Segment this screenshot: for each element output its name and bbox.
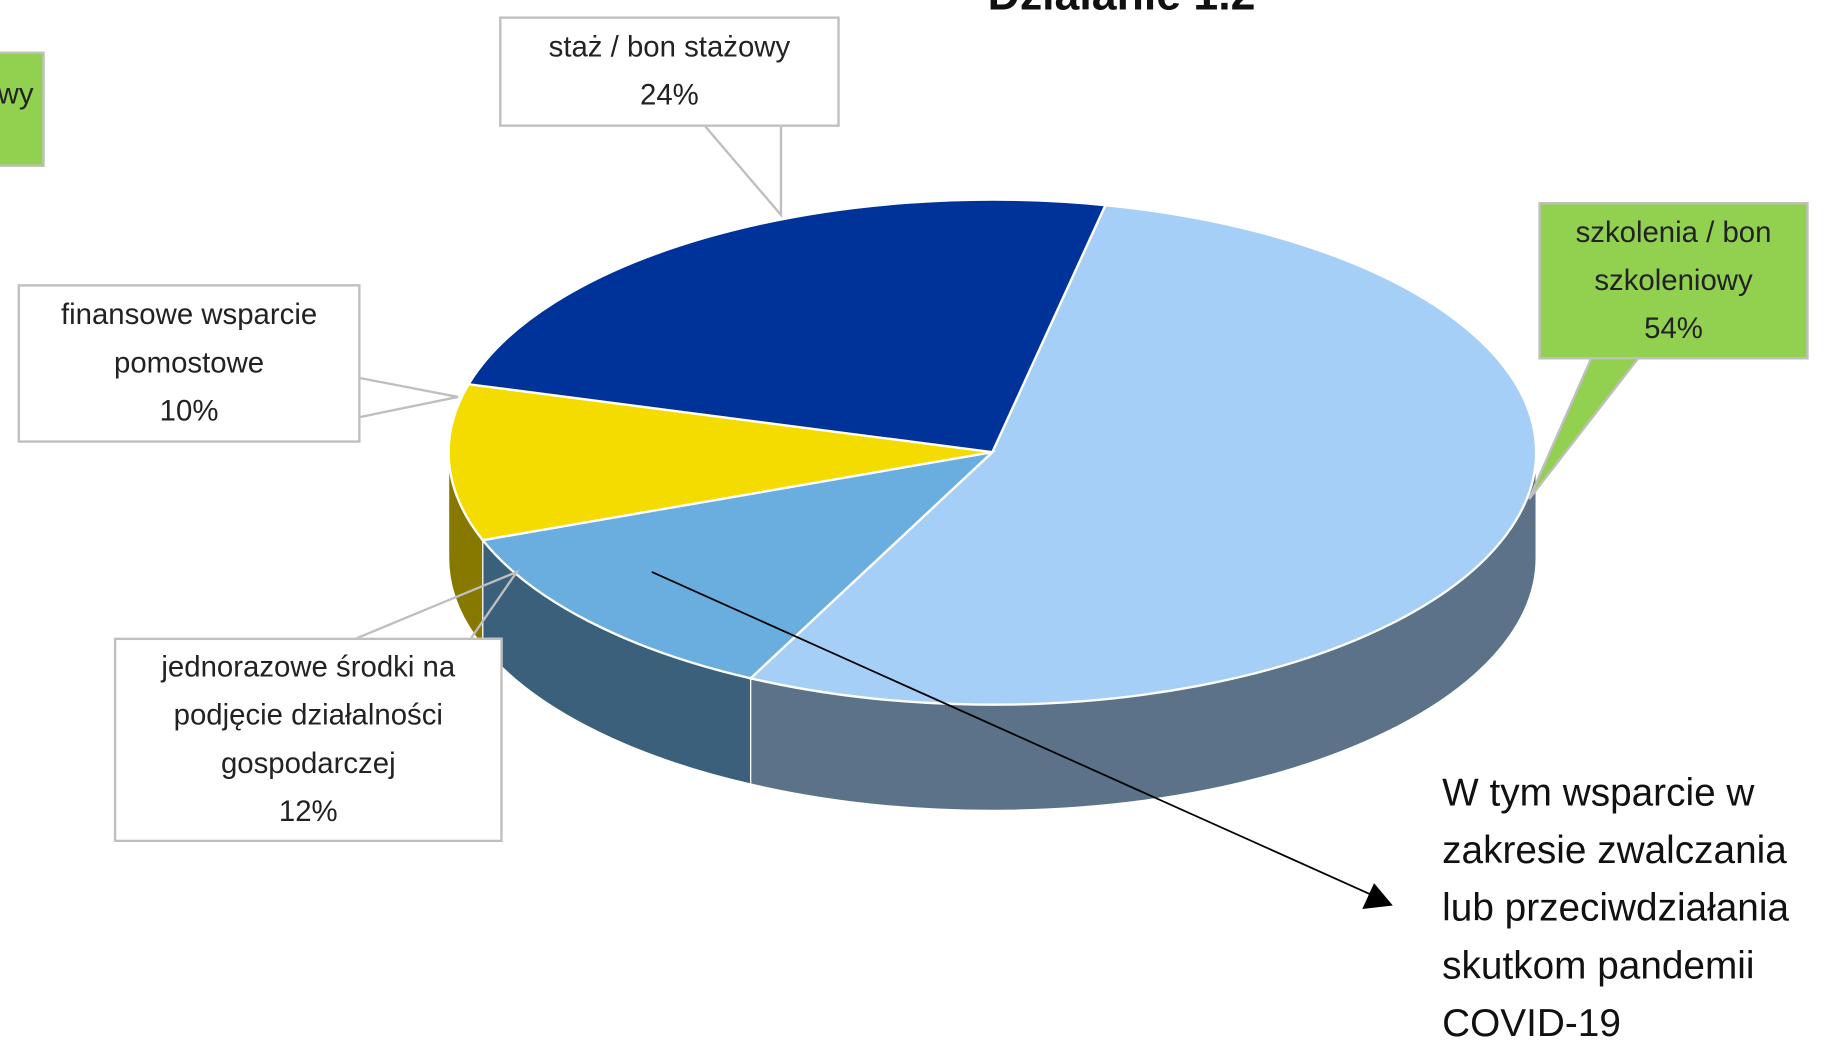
label-value: 10% — [159, 394, 219, 428]
annotation: W tym wsparcie w zakresie zwalczania lub… — [1442, 770, 1789, 1045]
label-category: szkolenia / bon szkoleniowy — [1575, 215, 1772, 297]
side-label-text: wy — [0, 77, 34, 111]
slice — [480, 450, 997, 680]
data-label: finansowe wsparcie pomostowe 10% — [17, 284, 361, 443]
chart-title: Działanie 1.2 — [988, 0, 1256, 19]
slice — [748, 203, 1538, 706]
label-category: finansowe wsparcie pomostowe — [60, 298, 318, 380]
pie — [447, 198, 1538, 811]
slice — [466, 198, 1108, 454]
leader-line — [351, 569, 520, 642]
leader-line — [360, 377, 459, 419]
side-label: wy — [0, 51, 45, 167]
label-category: jednorazowe środki na podjęcie działalno… — [161, 650, 456, 780]
leaders — [351, 124, 783, 642]
arrow-head — [1362, 883, 1393, 909]
pie-area: Działanie 1.2 — [351, 0, 1641, 909]
data-label: jednorazowe środki na podjęcie działalno… — [113, 637, 503, 843]
label-value: 54% — [1644, 311, 1703, 345]
label-value: 12% — [278, 795, 338, 828]
slice — [447, 382, 993, 542]
leader-line — [1527, 357, 1641, 500]
leader-line — [703, 124, 783, 219]
label-value: 24% — [640, 78, 699, 112]
data-label: staż / bon stażowy 24% — [499, 16, 840, 127]
label-category: staż / bon stażowy — [548, 30, 791, 64]
annotation-arrow — [651, 571, 1373, 896]
data-label: szkolenia / bon szkoleniowy 54% — [1538, 201, 1809, 360]
